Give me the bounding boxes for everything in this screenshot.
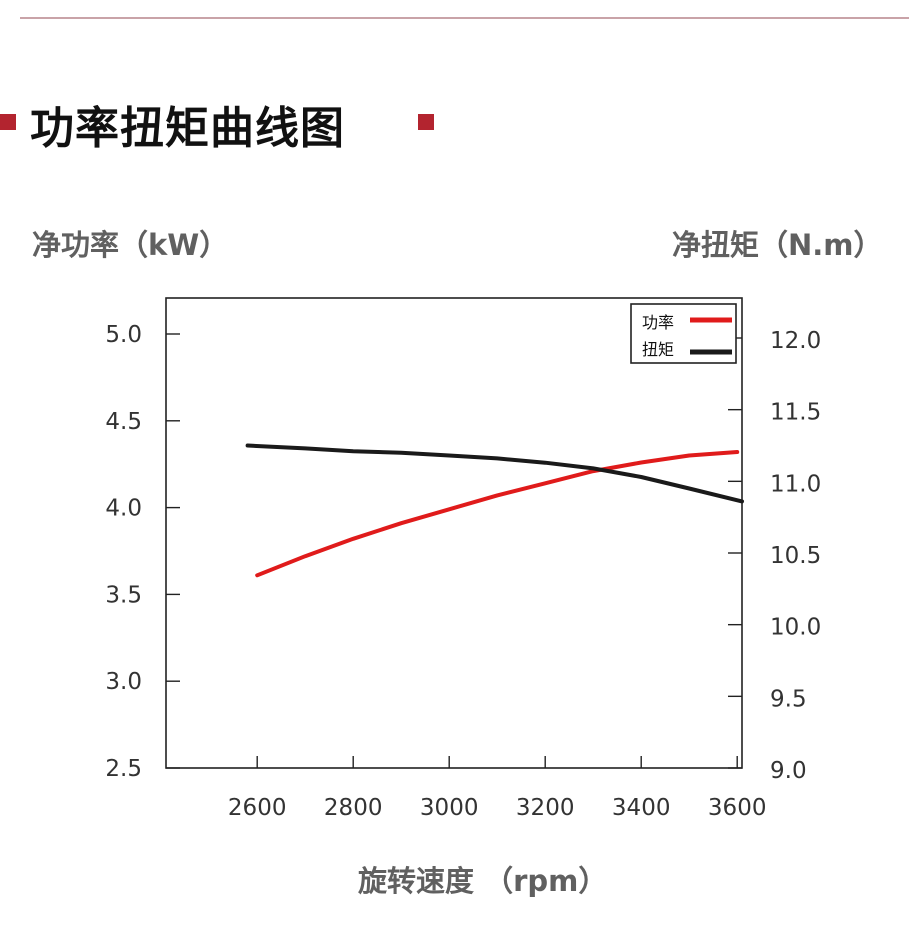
legend-label-power: 功率	[642, 313, 674, 332]
legend: 功率 扭矩	[630, 303, 737, 364]
x-tick-label: 2600	[228, 795, 287, 821]
page-title: 功率扭矩曲线图	[30, 103, 345, 154]
left-tick-label: 2.5	[105, 756, 142, 782]
right-tick-label: 11.5	[770, 400, 821, 426]
left-tick-label: 4.0	[105, 496, 142, 522]
left-axis-title: 净功率（kW）	[32, 228, 229, 262]
right-tick-label: 9.0	[770, 758, 807, 784]
left-tick-label: 3.5	[105, 582, 142, 608]
plot-frame	[165, 297, 743, 769]
x-tick-label: 3400	[612, 795, 671, 821]
top-divider-line	[20, 17, 909, 19]
left-tick-label: 3.0	[105, 669, 142, 695]
x-axis-title: 旋转速度 （rpm）	[358, 864, 608, 898]
legend-label-torque: 扭矩	[642, 340, 674, 359]
left-tick-label: 4.5	[105, 409, 142, 435]
series-lines	[245, 443, 744, 578]
right-tick-label: 11.0	[770, 471, 821, 497]
power-series-line	[255, 450, 740, 578]
x-tick-label: 2800	[324, 795, 383, 821]
right-tick-label: 10.5	[770, 543, 821, 569]
title-bullet-right	[418, 114, 434, 130]
title-bullet-left	[0, 114, 16, 130]
left-tick-label: 5.0	[105, 322, 142, 348]
right-tick-label: 10.0	[770, 615, 821, 641]
x-tick-label: 3600	[708, 795, 767, 821]
right-tick-label: 9.5	[770, 686, 807, 712]
right-tick-label: 12.0	[770, 328, 821, 354]
axis-ticks: 2600 2800 3000 3200 3400 3600 2.5 3.0 3.5 4.0 4.5 5…	[105, 322, 821, 821]
right-axis-title: 净扭矩（N.m）	[672, 228, 883, 262]
x-tick-label: 3200	[516, 795, 575, 821]
x-tick-label: 3000	[420, 795, 479, 821]
torque-series-line	[245, 443, 744, 504]
